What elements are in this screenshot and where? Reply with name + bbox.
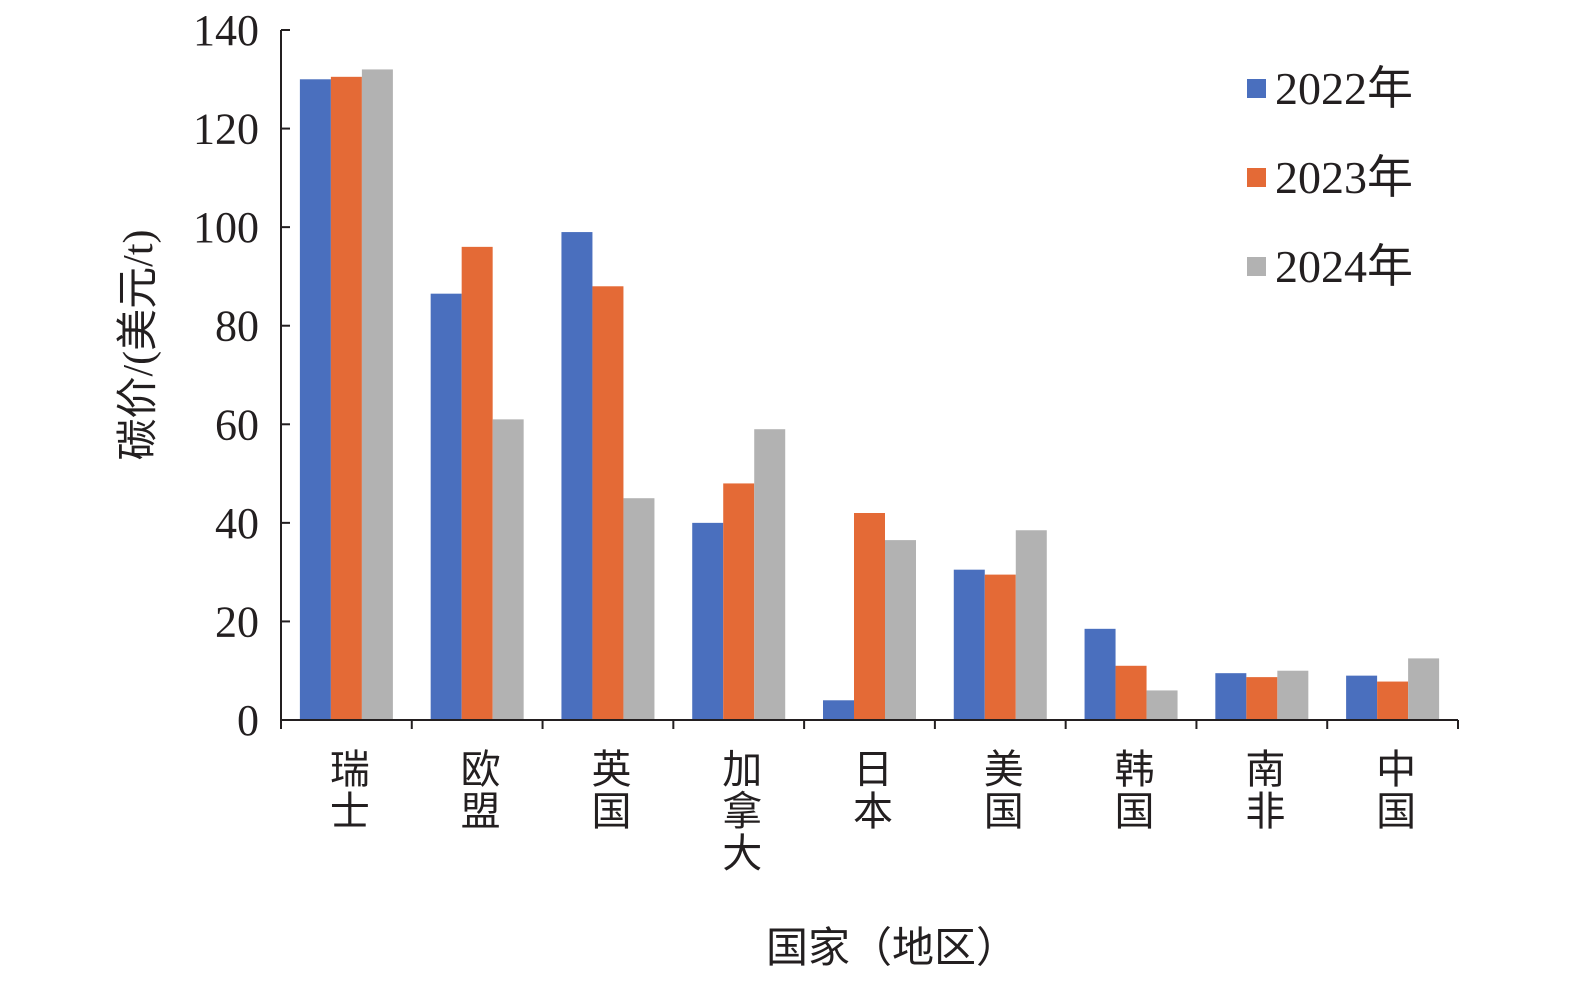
bar-美国-2022年 [953, 569, 985, 720]
bar-日本-2024年 [885, 540, 916, 720]
x-tick-label: 日本 [847, 748, 892, 832]
x-tick-label: 瑞士 [324, 748, 369, 832]
bar-加拿大-2022年 [692, 522, 724, 720]
bar-瑞士-2023年 [330, 76, 362, 721]
bar-韩国-2022年 [1084, 628, 1116, 720]
bar-韩国-2024年 [1146, 690, 1178, 720]
x-tick-label: 美国 [978, 748, 1023, 832]
x-axis-label: 国家（地区） [766, 925, 1018, 972]
bar-欧盟-2024年 [492, 419, 524, 720]
legend-swatch-2022年 [1247, 79, 1266, 98]
bar-中国-2022年 [1346, 675, 1378, 720]
x-tick-label: 韩国 [1109, 748, 1154, 832]
bar-日本-2022年 [823, 700, 854, 720]
x-tick-label: 欧盟 [455, 748, 500, 832]
bar-日本-2023年 [854, 513, 885, 720]
legend-label: 2023年 [1275, 152, 1413, 203]
bar-中国-2023年 [1377, 681, 1409, 720]
x-tick-label: 英国 [585, 748, 630, 832]
bar-美国-2024年 [1015, 530, 1047, 720]
y-tick-label: 80 [215, 302, 259, 351]
bar-加拿大-2023年 [723, 483, 755, 720]
bar-美国-2023年 [984, 574, 1016, 720]
bar-瑞士-2024年 [361, 69, 393, 720]
bar-瑞士-2022年 [299, 79, 331, 721]
legend: 2022年 2023年 2024年 [1247, 63, 1413, 292]
x-tick-label: 加拿大 [716, 748, 761, 874]
bar-韩国-2023年 [1115, 665, 1147, 720]
bar-欧盟-2022年 [430, 293, 462, 720]
y-tick-label: 40 [215, 499, 259, 548]
bar-中国-2024年 [1408, 658, 1440, 720]
bar-加拿大-2024年 [754, 429, 786, 720]
y-axis-label: 碳价/(美元/t) [116, 230, 162, 461]
legend-swatch-2023年 [1247, 168, 1266, 187]
y-tick-label: 100 [193, 203, 259, 252]
x-tick-label: 南非 [1239, 748, 1284, 832]
y-tick-label: 140 [193, 6, 259, 55]
bar-南非-2022年 [1215, 673, 1247, 720]
y-tick-label: 120 [193, 105, 259, 154]
y-tick-label: 60 [215, 400, 259, 449]
bar-英国-2022年 [561, 232, 593, 721]
legend-label: 2024年 [1275, 241, 1413, 292]
y-tick-label: 0 [237, 696, 259, 745]
legend-label: 2022年 [1275, 63, 1413, 114]
bar-南非-2024年 [1277, 670, 1309, 720]
bar-南非-2023年 [1246, 677, 1278, 720]
x-tick-label: 中国 [1370, 748, 1415, 832]
bar-英国-2024年 [623, 498, 655, 720]
y-tick-label: 20 [215, 597, 259, 646]
legend-swatch-2024年 [1247, 257, 1266, 276]
bar-英国-2023年 [592, 286, 624, 720]
bar-欧盟-2023年 [461, 246, 493, 720]
